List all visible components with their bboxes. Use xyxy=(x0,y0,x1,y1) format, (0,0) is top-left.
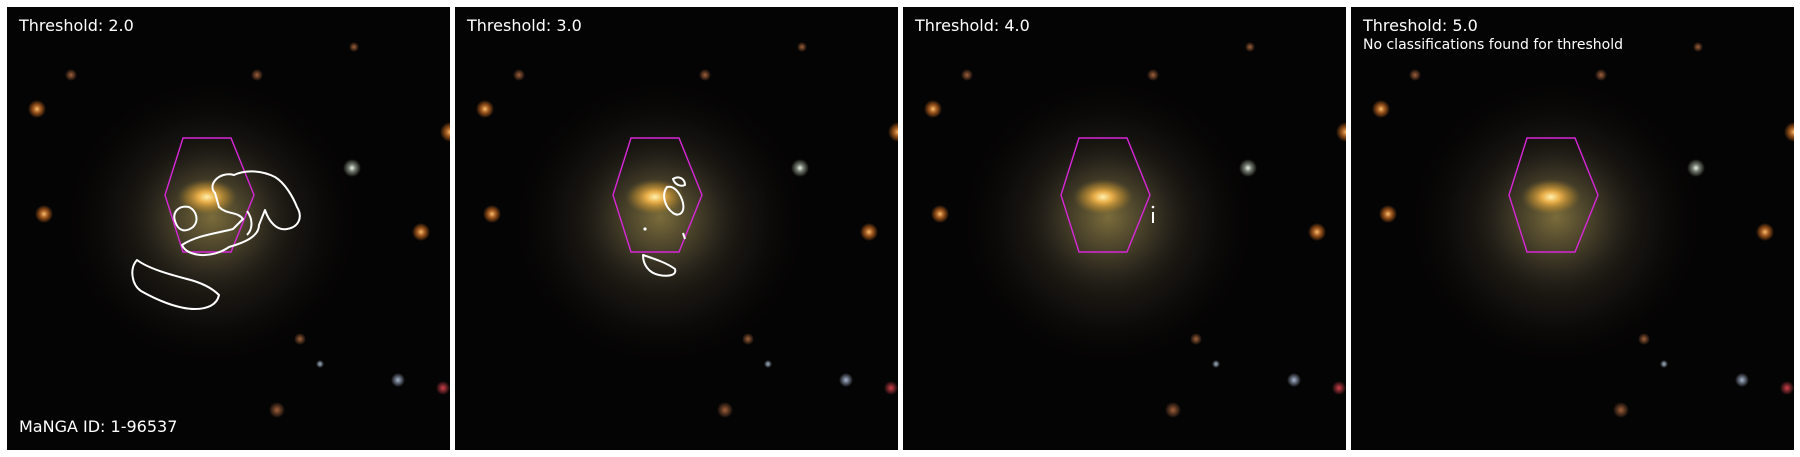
panel-threshold-4: Threshold: 4.0 xyxy=(903,7,1346,450)
contour-dot xyxy=(1151,205,1155,209)
classification-contours xyxy=(131,170,301,310)
threshold-label: Threshold: 3.0 xyxy=(467,16,582,35)
contour-dot xyxy=(643,227,647,231)
panel-threshold-5: Threshold: 5.0 No classifications found … xyxy=(1351,7,1794,450)
panel-threshold-3: Threshold: 3.0 xyxy=(455,7,898,450)
no-classifications-note: No classifications found for threshold xyxy=(1363,37,1623,53)
galaxy-image xyxy=(455,7,898,450)
threshold-label: Threshold: 4.0 xyxy=(915,16,1030,35)
galaxy-image xyxy=(903,7,1346,450)
classification-contours xyxy=(642,176,686,277)
galaxy-image xyxy=(7,7,450,450)
threshold-label: Threshold: 2.0 xyxy=(19,16,134,35)
manga-id-label: MaNGA ID: 1-96537 xyxy=(19,417,178,436)
threshold-label: Threshold: 5.0 xyxy=(1363,16,1478,35)
panel-threshold-2: Threshold: 2.0 MaNGA ID: 1-96537 xyxy=(7,7,450,450)
galaxy-image xyxy=(1351,7,1794,450)
